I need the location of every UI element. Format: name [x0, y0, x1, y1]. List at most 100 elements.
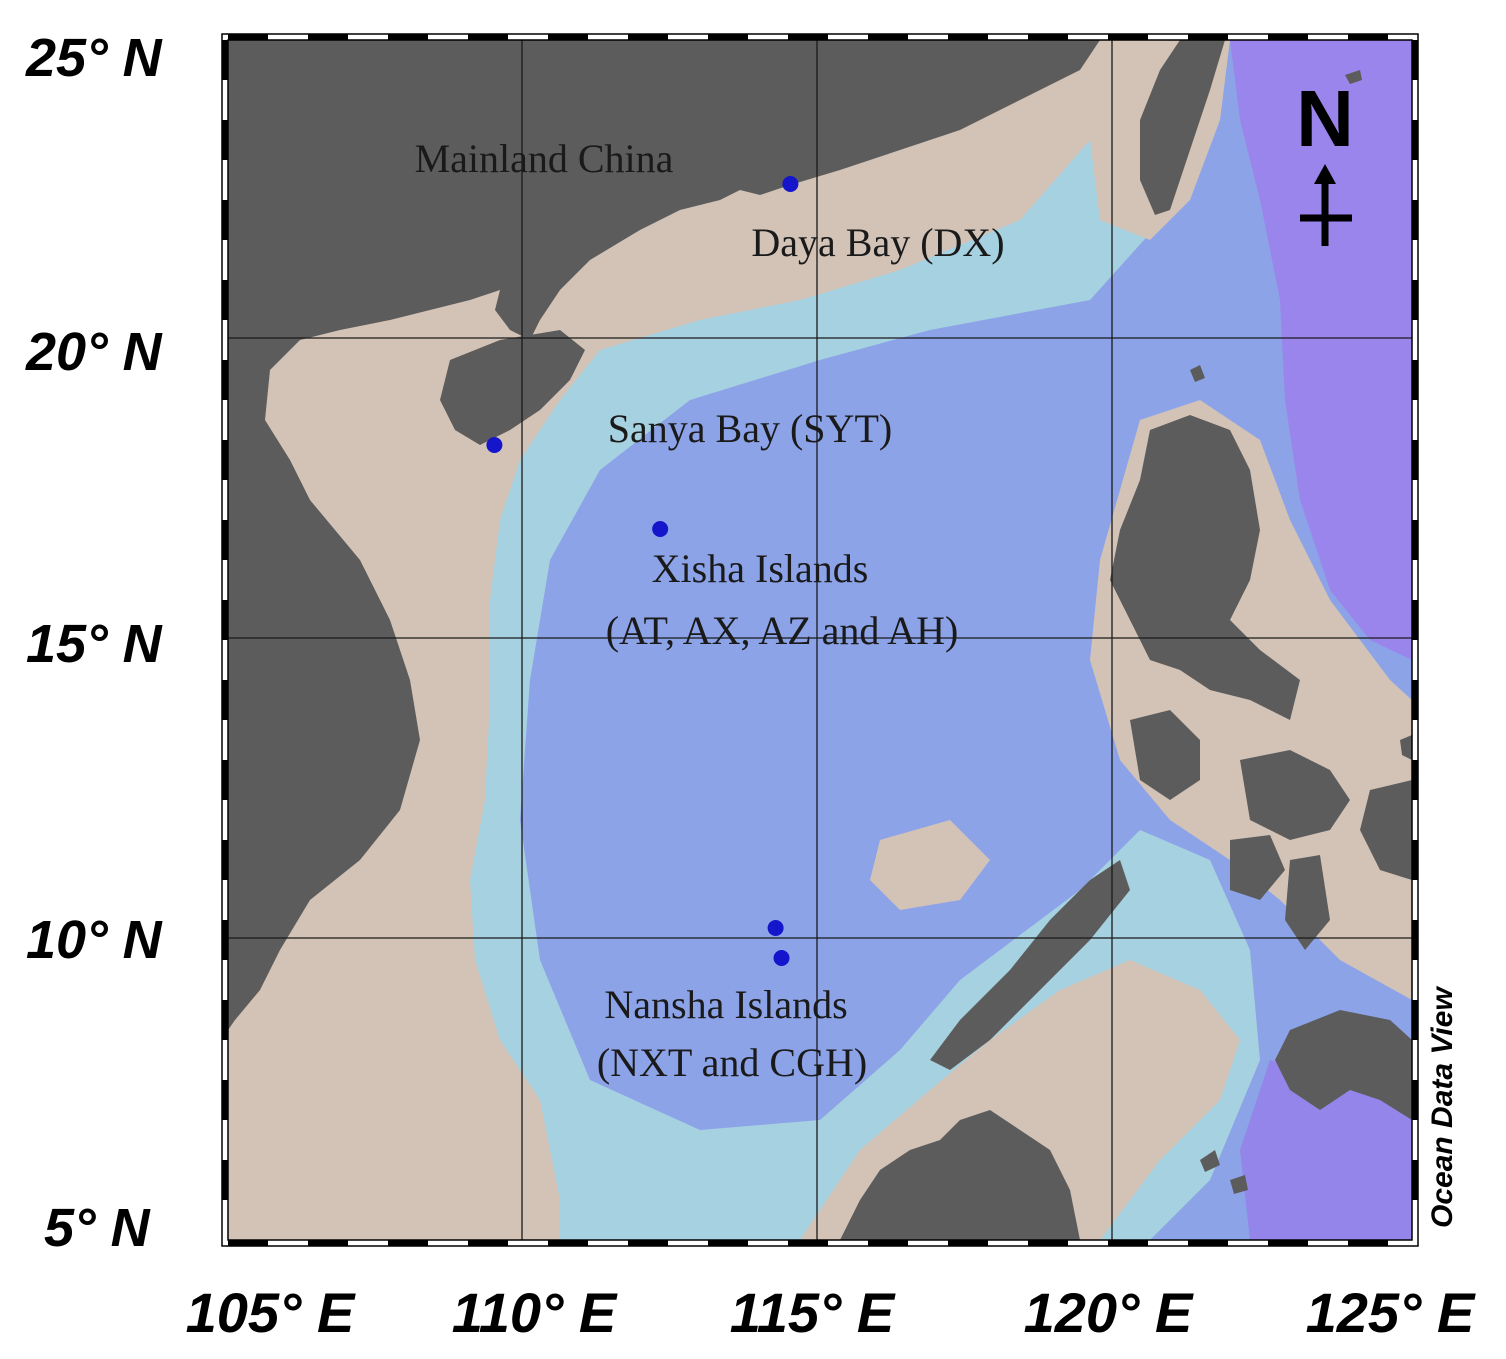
abyssal-plain-south: [1240, 1060, 1412, 1240]
lat-label-10: 10° N: [26, 910, 163, 970]
frame-segment: [708, 34, 748, 40]
frame-segment: [228, 1240, 268, 1246]
mainland-land: [228, 40, 1100, 1030]
islet-5: [1400, 735, 1412, 760]
station-marker-1: [782, 176, 799, 192]
label-nansha-islands: Nansha Islands: [604, 982, 847, 1027]
frame-segment: [222, 680, 228, 720]
north-letter: N: [1296, 74, 1354, 163]
continental-shelf: [228, 40, 1120, 1240]
frame-segment: [1412, 40, 1418, 80]
islet-4: [1230, 1175, 1248, 1194]
palawan-land: [930, 860, 1130, 1070]
frame-segment: [222, 440, 228, 480]
frame-segment: [1348, 1240, 1388, 1246]
frame-segment: [868, 34, 908, 40]
station-marker-3: [652, 521, 669, 537]
lat-label-20: 20° N: [25, 322, 163, 382]
frame-segment: [1412, 200, 1418, 240]
frame-segment: [1412, 520, 1418, 560]
frame-segment: [222, 40, 228, 80]
hainan-land: [440, 330, 585, 445]
frame-segment: [222, 1080, 228, 1120]
panay-land: [1230, 835, 1285, 900]
lon-label-110: 110° E: [452, 1281, 618, 1344]
label-mainland-china: Mainland China: [415, 136, 674, 181]
frame-segment: [1412, 920, 1418, 960]
frame-segment: [1028, 1240, 1068, 1246]
islet-3: [1200, 1150, 1220, 1172]
mindoro-land: [1130, 710, 1200, 800]
frame-segment: [1412, 440, 1418, 480]
frame-segment: [468, 34, 508, 40]
frame-segment: [1412, 840, 1418, 880]
frame-segment: [1412, 680, 1418, 720]
borneo-land: [840, 1110, 1080, 1240]
frame-segment: [222, 920, 228, 960]
frame-segment: [1412, 600, 1418, 640]
frame-segment: [222, 760, 228, 800]
label-daya-bay: Daya Bay (DX): [751, 220, 1004, 265]
frame-segment: [948, 34, 988, 40]
frame-segment: [1188, 34, 1228, 40]
ocean-data-view-credit: Ocean Data View: [1426, 986, 1459, 1228]
taiwan-land: [1140, 40, 1225, 215]
frame-segment: [308, 1240, 348, 1246]
negros-land: [1285, 855, 1330, 950]
frame-segment: [1412, 1000, 1418, 1040]
leizhou-land: [495, 290, 540, 340]
graticule: [228, 40, 1412, 1240]
frame-segment: [1108, 34, 1148, 40]
north-arrow-icon: [1300, 164, 1352, 246]
frame-segment: [388, 1240, 428, 1246]
frame-segment: [788, 1240, 828, 1246]
frame-segment: [222, 600, 228, 640]
station-marker-4: [767, 920, 784, 936]
frame-segment: [222, 520, 228, 560]
frame-segment: [222, 280, 228, 320]
frame-segment: [1108, 1240, 1148, 1246]
frame-segment: [222, 1160, 228, 1200]
frame-segment: [868, 1240, 908, 1246]
frame-segment: [228, 34, 268, 40]
frame-checker: [222, 34, 1418, 1246]
frame-segment: [222, 200, 228, 240]
frame-segment: [468, 1240, 508, 1246]
lat-label-15: 15° N: [26, 614, 163, 674]
islet-1: [1190, 365, 1205, 382]
abyssal-plain: [1230, 40, 1412, 660]
frame-segment: [1412, 1080, 1418, 1120]
frame-segment: [222, 120, 228, 160]
frame-segment: [548, 1240, 588, 1246]
frame-segment: [308, 34, 348, 40]
nansha-shelf: [870, 820, 990, 910]
lat-label-5: 5° N: [44, 1198, 151, 1258]
frame-segment: [1412, 360, 1418, 400]
label-nansha-sites: (NXT and CGH): [597, 1040, 867, 1085]
frame-segment: [628, 34, 668, 40]
lon-label-120: 120° E: [1024, 1281, 1194, 1344]
label-xisha-islands: Xisha Islands: [652, 546, 869, 591]
frame-segment: [1268, 1240, 1308, 1246]
label-xisha-sites: (AT, AX, AZ and AH): [606, 608, 959, 653]
samar-land: [1360, 780, 1412, 880]
frame-segment: [388, 34, 428, 40]
frame-segment: [548, 34, 588, 40]
frame-segment: [788, 34, 828, 40]
frame-segment: [1412, 120, 1418, 160]
islet-2: [1345, 70, 1362, 84]
map-body: [228, 40, 1412, 1240]
frame-segment: [1412, 1160, 1418, 1200]
frame-segment: [1188, 1240, 1228, 1246]
frame-segment: [1348, 34, 1388, 40]
frame-segment: [1028, 34, 1068, 40]
frame-segment: [222, 1000, 228, 1040]
frame-segment: [628, 1240, 668, 1246]
mindanao-land: [1275, 1010, 1412, 1120]
frame-segment: [1268, 34, 1308, 40]
frame-segment: [222, 840, 228, 880]
lat-label-25: 25° N: [25, 28, 163, 88]
station-markers: [486, 176, 799, 966]
luzon-land: [1110, 415, 1300, 720]
